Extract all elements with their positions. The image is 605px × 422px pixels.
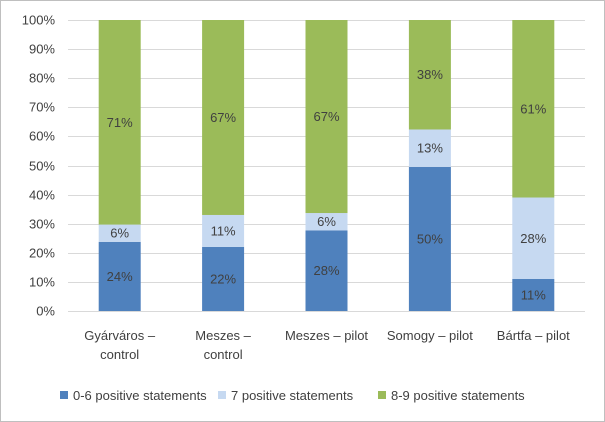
data-label: 28%: [313, 263, 339, 278]
legend-label: 0-6 positive statements: [73, 388, 207, 403]
data-label: 61%: [520, 101, 546, 116]
y-tick-label: 10%: [29, 275, 55, 290]
data-label: 28%: [520, 231, 546, 246]
y-tick-label: 20%: [29, 246, 55, 261]
y-tick-label: 70%: [29, 100, 55, 115]
data-label: 11%: [211, 223, 236, 238]
bar-segment: [512, 278, 555, 311]
x-tick-label: Meszes –: [195, 328, 251, 343]
y-tick-label: 80%: [29, 71, 55, 86]
y-tick-label: 100%: [22, 13, 56, 28]
y-tick-label: 90%: [29, 42, 55, 57]
data-label: 67%: [210, 110, 236, 125]
data-label: 22%: [210, 271, 236, 286]
x-tick-label: Bártfa – pilot: [497, 328, 570, 343]
y-tick-label: 30%: [29, 217, 55, 232]
bar-segment: [305, 213, 348, 231]
bar-segment: [98, 241, 141, 311]
y-tick-label: 0%: [36, 304, 55, 319]
legend-label: 8-9 positive statements: [391, 388, 525, 403]
bar-segment: [202, 246, 245, 311]
y-tick-label: 50%: [29, 159, 55, 174]
data-label: 67%: [313, 109, 339, 124]
y-tick-label: 60%: [29, 129, 55, 144]
bar-segment: [408, 129, 451, 167]
x-tick-label: control: [204, 347, 243, 362]
bar-segment: [305, 230, 348, 311]
data-label: 6%: [317, 214, 336, 229]
data-label: 6%: [110, 226, 129, 241]
bar-segment: [98, 224, 141, 242]
x-tick-label: Meszes – pilot: [285, 328, 368, 343]
data-label: 50%: [417, 231, 443, 246]
data-label: 38%: [417, 67, 443, 82]
bar-segment: [512, 20, 555, 198]
data-label: 24%: [107, 269, 133, 284]
data-label: 71%: [107, 115, 133, 130]
x-tick-label: Gyárváros –: [84, 328, 156, 343]
bar-segment: [512, 197, 555, 279]
data-label: 13%: [417, 141, 443, 156]
bar-segment: [202, 214, 245, 247]
legend-swatch: [378, 391, 386, 399]
bar-segment: [408, 166, 451, 311]
bar-segment: [202, 20, 245, 215]
legend-swatch: [60, 391, 68, 399]
bar-segment: [98, 20, 141, 225]
bar-segment: [408, 20, 451, 130]
legend-swatch: [218, 391, 226, 399]
data-label: 11%: [521, 287, 546, 302]
legend-label: 7 positive statements: [231, 388, 354, 403]
bar-segment: [305, 20, 348, 214]
y-tick-label: 40%: [29, 188, 55, 203]
x-tick-label: Somogy – pilot: [387, 328, 473, 343]
x-tick-label: control: [100, 347, 139, 362]
